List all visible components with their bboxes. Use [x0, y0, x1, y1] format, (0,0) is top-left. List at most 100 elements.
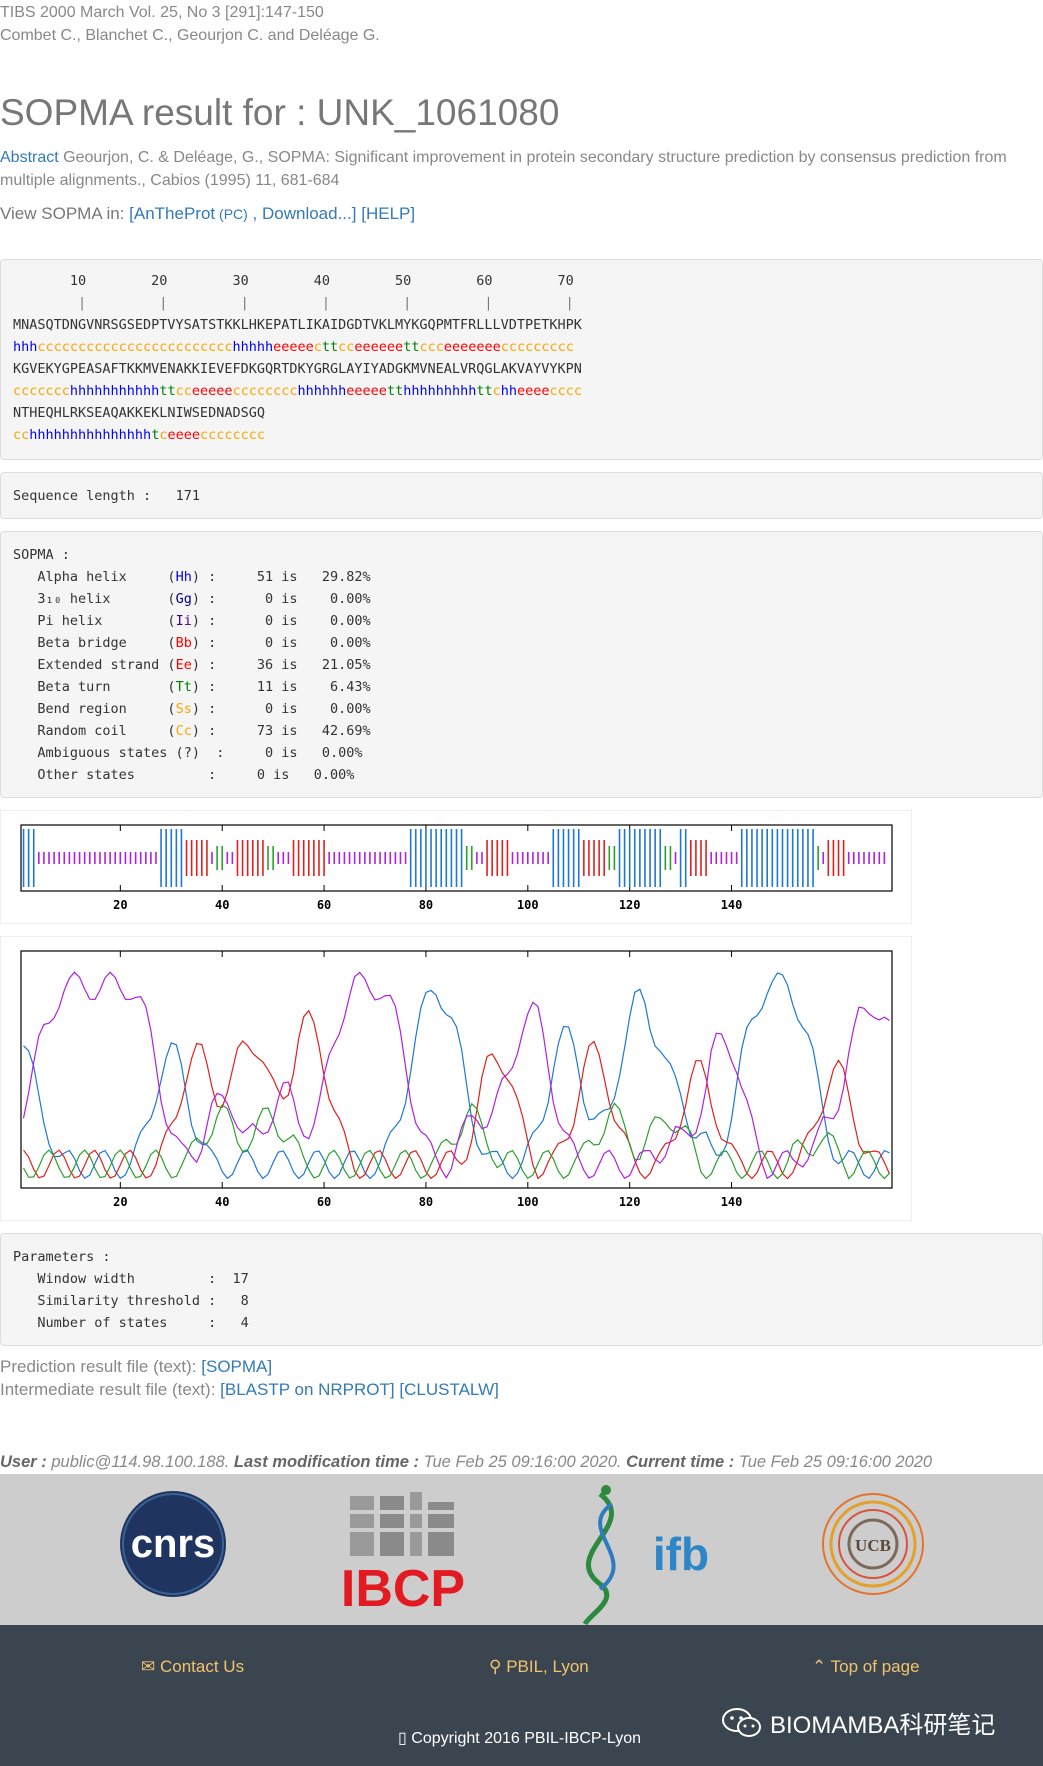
curve-plot-frame: [20, 950, 893, 1189]
number-of-states: Number of states : 4: [37, 1315, 249, 1331]
sequence-row-1: MNASQTDNGVNRSGSEDPTVYSATSTKKLHKEPATLIKAI…: [13, 317, 582, 333]
abstract-link[interactable]: Abstract: [0, 149, 59, 166]
score-curve-plot: 20 40 60 80 100 120 140: [0, 936, 912, 1221]
intermediate-file-label: Intermediate result file (text):: [0, 1380, 221, 1399]
ibcp-logo-text: IBCP: [341, 1560, 465, 1618]
ifb-logo-text: ifb: [653, 1528, 709, 1580]
prediction-row-2: ccccccchhhhhhhhhhhttcceeeeecccccccchhhhh…: [13, 383, 583, 399]
sopma-file-link[interactable]: SOPMA: [205, 1357, 268, 1376]
antheprot-link[interactable]: AnTheProt (PC): [134, 204, 248, 223]
ucb-logo[interactable]: UCB: [822, 1493, 924, 1595]
secondary-structure-bar-plot: 20 40 60 80 100 120 140: [0, 810, 912, 924]
ambiguous-states: Ambiguous states (?) : 0 is 0.00%: [37, 745, 363, 761]
copyright-icon: ▯: [398, 1730, 407, 1747]
sequence-length-label: Sequence length :: [13, 488, 152, 504]
prediction-file-line: Prediction result file (text): [SOPMA]: [0, 1357, 273, 1376]
ucb-logo-text: UCB: [855, 1536, 891, 1555]
ibcp-logo[interactable]: IBCP: [341, 1492, 465, 1618]
sequence-row-3: NTHEQHLRKSEAQAKKEKLNIWSEDNADSGQ: [13, 405, 265, 421]
user-value: public@114.98.100.188.: [46, 1453, 234, 1471]
curve-plot-tick-label: 60: [317, 1195, 331, 1209]
current-time-label: Current time :: [626, 1453, 735, 1471]
watermark: BIOMAMBA科研笔记: [722, 1705, 995, 1740]
sopma-row: Beta bridge (Bb) : 0 is 0.00%: [13, 635, 371, 651]
other-states: Other states : 0 is 0.00%: [37, 767, 355, 783]
sopma-row: Random coil (Cc) : 73 is 42.69%: [13, 723, 371, 739]
score-curve-e: [23, 1009, 891, 1180]
sopma-row: Beta turn (Tt) : 11 is 6.43%: [13, 679, 371, 695]
ifb-logo[interactable]: ifb: [582, 1485, 709, 1626]
sopma-row: Extended strand (Ee) : 36 is 21.05%: [13, 657, 371, 673]
download-link[interactable]: Download...: [261, 204, 352, 223]
abstract-text: Geourjon, C. & Deléage, G., SOPMA: Signi…: [0, 149, 1007, 189]
sequence-length: Sequence length : 171: [13, 485, 1030, 507]
bar-plot-tick-label: 60: [317, 898, 331, 912]
bar-plot-tick-label: 40: [215, 898, 229, 912]
curve-plot-tick-label: 80: [419, 1195, 433, 1209]
top-of-page-label: Top of page: [830, 1657, 920, 1676]
curve-plot-tick-label: 40: [215, 1195, 229, 1209]
page-title: SOPMA result for : UNK_1061080: [0, 92, 560, 133]
cnrs-logo[interactable]: cnrs: [120, 1491, 226, 1597]
bracket-close: ]: [351, 204, 357, 223]
help-link[interactable]: [HELP]: [361, 204, 416, 223]
clustalw-link[interactable]: CLUSTALW: [404, 1380, 495, 1399]
window-width: Window width : 17: [37, 1271, 249, 1287]
blastp-link[interactable]: BLASTP on NRPROT: [224, 1380, 390, 1399]
location-label: PBIL, Lyon: [506, 1657, 589, 1676]
copyright-text: Copyright 2016 PBIL-IBCP-Lyon: [411, 1730, 642, 1747]
prediction-row-3: cchhhhhhhhhhhhhhhtceeeecccccccc: [13, 427, 266, 443]
modification-value: Tue Feb 25 09:16:00 2020.: [419, 1453, 627, 1471]
sopma-stats: SOPMA : Alpha helix (Hh) : 51 is 29.82% …: [13, 544, 1030, 786]
bar-plot-tick-label: 20: [113, 898, 127, 912]
current-time-value: Tue Feb 25 09:16:00 2020: [734, 1453, 933, 1471]
site-footer: ✉ Contact Us ⚲ PBIL, Lyon ⌃ Top of page …: [0, 1625, 1043, 1766]
contact-us-link[interactable]: ✉ Contact Us: [141, 1657, 244, 1677]
abstract-paragraph: Abstract Geourjon, C. & Deléage, G., SOP…: [0, 146, 1030, 192]
partner-logos: cnrs IBCP ifb UCB: [0, 1474, 1043, 1626]
sopma-row: Alpha helix (Hh) : 51 is 29.82%: [13, 569, 371, 585]
view-in-line: View SOPMA in: [AnTheProt (PC) , Downloa…: [0, 204, 415, 224]
parameters-header: Parameters :: [13, 1249, 111, 1265]
sequence-block: 10 20 30 40 50 60 70 | | | | | | | MNASQ…: [13, 270, 1030, 446]
chevron-up-icon: ⌃: [812, 1657, 827, 1676]
curve-plot-tick-label: 140: [721, 1195, 743, 1209]
ruler-ticks: | | | | | | |: [13, 295, 574, 311]
parameters: Parameters : Window width : 17 Similarit…: [13, 1246, 1030, 1334]
sopma-row: Pi helix (Ii) : 0 is 0.00%: [13, 613, 371, 629]
bar-plot-tick-label: 140: [721, 898, 743, 912]
bar-plot-svg: 20 40 60 80 100 120 140: [20, 824, 893, 912]
curve-plot-tick-label: 100: [517, 1195, 539, 1209]
top-of-page-link[interactable]: ⌃ Top of page: [812, 1657, 920, 1677]
copyright: ▯ Copyright 2016 PBIL-IBCP-Lyon: [398, 1728, 641, 1748]
parameters-panel: Parameters : Window width : 17 Similarit…: [0, 1233, 1043, 1346]
curve-plot-tick-label: 120: [619, 1195, 641, 1209]
bar-plot-tick-label: 80: [419, 898, 433, 912]
sopma-row: 3₁₀ helix (Gg) : 0 is 0.00%: [13, 591, 371, 607]
antheprot-label: AnTheProt: [133, 204, 216, 223]
wechat-icon: [722, 1707, 761, 1737]
authors-reference: Combet C., Blanchet C., Geourjon C. and …: [0, 27, 380, 44]
envelope-icon: ✉: [141, 1657, 156, 1676]
journal-reference: TIBS 2000 March Vol. 25, No 3 [291]:147-…: [0, 4, 324, 21]
bar-plot-tick-label: 100: [517, 898, 539, 912]
bar-plot-tick-label: 120: [619, 898, 641, 912]
sequence-panel: 10 20 30 40 50 60 70 | | | | | | | MNASQ…: [0, 259, 1043, 460]
sequence-length-value: 171: [175, 488, 200, 504]
watermark-text: BIOMAMBA科研笔记: [770, 1712, 996, 1739]
location-link[interactable]: ⚲ PBIL, Lyon: [489, 1657, 589, 1677]
sopma-stats-panel: SOPMA : Alpha helix (Hh) : 51 is 29.82% …: [0, 531, 1043, 798]
similarity-threshold: Similarity threshold : 8: [37, 1293, 249, 1309]
user-label: User :: [0, 1453, 47, 1471]
cnrs-logo-text: cnrs: [131, 1522, 216, 1566]
sequence-row-2: KGVEKYGPEASAFTKKMVENAKKIEVEFDKGQRTDKYGRG…: [13, 361, 582, 377]
curve-plot-svg: 20 40 60 80 100 120 140: [20, 950, 893, 1209]
antheprot-pc: (PC): [215, 206, 248, 222]
map-marker-icon: ⚲: [489, 1657, 502, 1676]
user-info-line: User : public@114.98.100.188. Last modif…: [0, 1453, 932, 1472]
sopma-header: SOPMA :: [13, 547, 70, 563]
prediction-file-label: Prediction result file (text):: [0, 1357, 202, 1376]
sequence-length-panel: Sequence length : 171: [0, 472, 1043, 519]
view-prefix: View SOPMA in:: [0, 204, 130, 223]
curve-plot-tick-label: 20: [113, 1195, 127, 1209]
